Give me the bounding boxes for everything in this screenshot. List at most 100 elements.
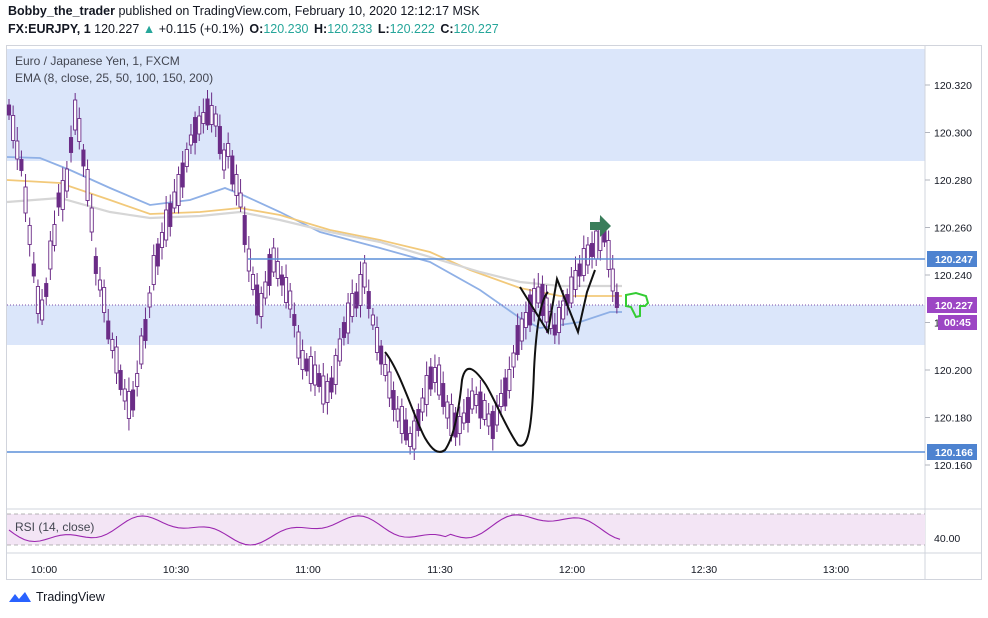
candle-body xyxy=(321,375,326,405)
candle-body xyxy=(226,143,231,157)
candle-body xyxy=(271,247,276,273)
candle-body xyxy=(561,300,566,320)
ema-orange-line xyxy=(6,179,622,297)
candle-body xyxy=(590,243,595,257)
rsi-legend: RSI (14, close) xyxy=(15,520,95,534)
candle-body xyxy=(131,389,136,411)
candle-body xyxy=(536,286,541,304)
candle-body xyxy=(263,281,268,299)
candle-body xyxy=(35,286,40,314)
candle-body xyxy=(437,364,442,396)
candle-body xyxy=(395,408,400,422)
svg-text:120.166: 120.166 xyxy=(935,447,973,459)
candle-body xyxy=(102,287,107,313)
symbol: FX:EURJPY, 1 xyxy=(8,22,91,36)
candle-body xyxy=(93,256,98,274)
last-price: 120.227 xyxy=(94,22,140,36)
candle-body xyxy=(354,291,359,309)
candle-body xyxy=(486,413,491,427)
candle-body xyxy=(374,327,380,353)
candle-body xyxy=(515,325,520,355)
candle-body xyxy=(23,186,28,214)
candle-body xyxy=(507,369,512,391)
candle-body xyxy=(184,149,189,167)
price-axis[interactable]: 120.320 120.300 120.280 120.260 120.240 120.2… xyxy=(925,80,972,472)
time-tick-label: 10:30 xyxy=(163,564,189,576)
author-name[interactable]: Bobby_the_trader xyxy=(8,4,115,18)
candle-body xyxy=(308,356,313,384)
candle-body xyxy=(85,169,90,201)
candle-body xyxy=(27,225,32,245)
candle-body xyxy=(614,292,619,308)
candle-body xyxy=(428,366,433,390)
time-tick-label: 10:00 xyxy=(31,564,57,576)
price-tick-label: 120.320 xyxy=(934,80,972,92)
candle-body xyxy=(279,274,284,286)
candle-body xyxy=(573,270,578,290)
candle-body xyxy=(205,98,210,126)
candle-body xyxy=(490,411,495,439)
candle-body xyxy=(255,284,260,316)
support-zone xyxy=(7,305,925,345)
candle-body xyxy=(606,240,611,270)
candle-body xyxy=(201,112,206,124)
candle-body xyxy=(383,364,388,376)
candle-body xyxy=(292,314,297,326)
publish-info: published on TradingView.com, February 1… xyxy=(118,4,480,18)
thumbs-down-icon xyxy=(625,291,650,319)
candle-body xyxy=(333,355,338,385)
candle-body xyxy=(325,381,330,403)
time-tick-label: 12:00 xyxy=(559,564,585,576)
candle-body xyxy=(15,140,20,160)
candle-body xyxy=(250,274,256,290)
candle-body xyxy=(209,105,214,125)
rsi-axis-label: 40.00 xyxy=(934,533,960,545)
candle-body xyxy=(56,192,61,208)
candle-body xyxy=(242,215,247,245)
candle-body xyxy=(441,383,446,407)
candle-body xyxy=(358,274,363,306)
candle-body xyxy=(81,149,86,167)
footer-brand[interactable]: TradingView xyxy=(8,590,105,604)
time-tick-label: 13:00 xyxy=(823,564,849,576)
candle-body xyxy=(118,370,123,390)
candle-body xyxy=(610,268,615,292)
candle-body xyxy=(341,322,346,338)
candle-body xyxy=(391,390,396,410)
candle-body xyxy=(366,291,371,309)
candle-body xyxy=(139,335,144,365)
candle-body xyxy=(106,320,111,340)
candle-body xyxy=(544,297,549,323)
candle-body xyxy=(569,276,574,304)
candle-body xyxy=(6,104,12,116)
ema-gray-line xyxy=(6,196,622,288)
time-axis[interactable]: 10:00 10:30 11:00 11:30 12:00 12:30 13:00 xyxy=(31,564,849,576)
time-tick-label: 11:00 xyxy=(295,564,321,576)
candle-body xyxy=(296,331,301,359)
candle-body xyxy=(457,416,462,434)
candle-body xyxy=(511,352,516,368)
price-tick-label: 120.180 xyxy=(934,413,972,425)
low-value: 120.222 xyxy=(389,22,435,36)
candle-body xyxy=(577,263,582,277)
countdown-tag xyxy=(938,315,977,330)
candle-body xyxy=(238,192,243,208)
ohlc-line: FX:EURJPY, 1 120.227 ▲ +0.115 (+0.1%) O:… xyxy=(8,22,499,36)
chart-frame xyxy=(6,45,982,580)
svg-text:120.247: 120.247 xyxy=(935,254,973,266)
ema-legend: EMA (8, close, 25, 50, 100, 150, 200) xyxy=(15,71,214,85)
level-tag-upper xyxy=(927,251,977,267)
candle-body xyxy=(329,377,334,393)
price-tick-label: 120.240 xyxy=(934,270,972,282)
candle-body xyxy=(379,345,384,365)
candle-body xyxy=(122,388,127,402)
time-tick-label: 11:30 xyxy=(427,564,453,576)
svg-text:120.227: 120.227 xyxy=(935,300,973,312)
candle-body xyxy=(159,232,165,248)
price-tick-label: 120.300 xyxy=(934,128,972,140)
candle-body xyxy=(126,391,131,419)
candle-body xyxy=(114,346,119,374)
candle-body xyxy=(197,115,202,135)
candle-body xyxy=(151,255,156,285)
